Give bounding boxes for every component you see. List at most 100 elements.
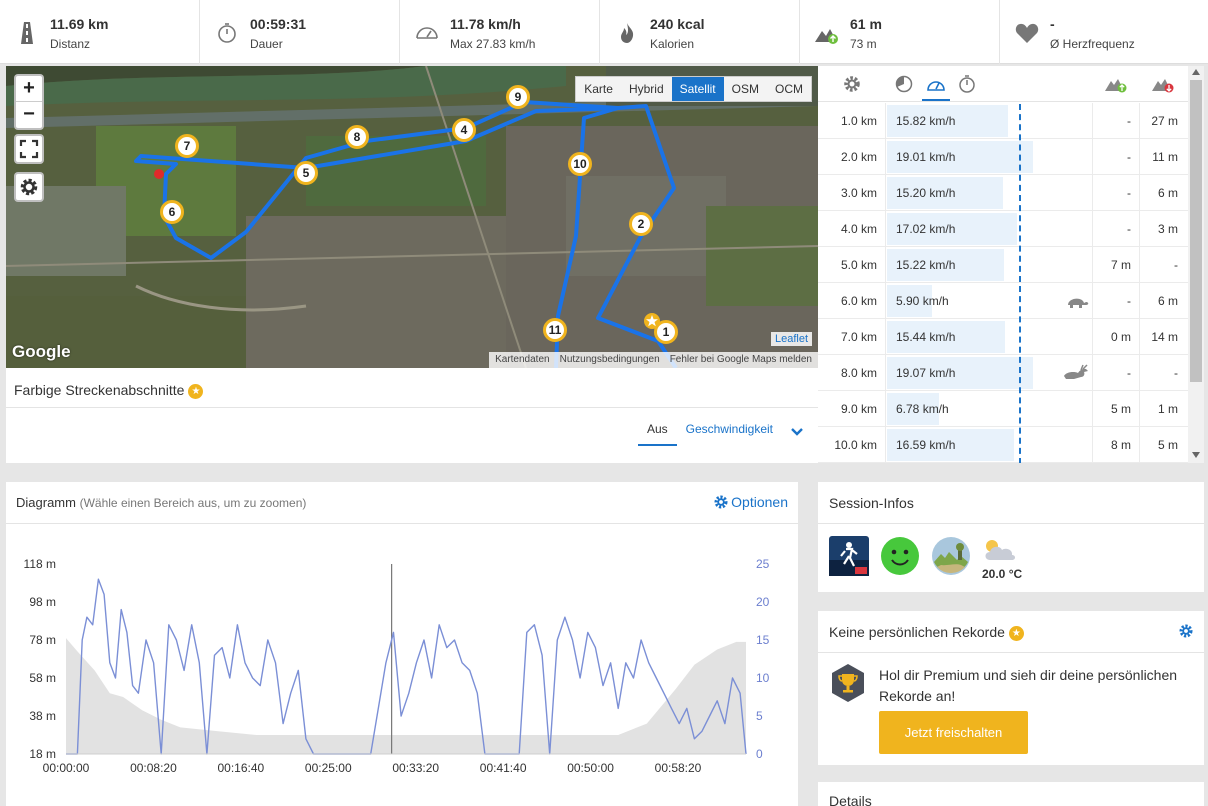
map-layer-switch: Karte Hybrid Satellit OSM OCM <box>575 76 812 102</box>
stat-value: 11.69 km <box>50 16 109 32</box>
tab-speed-column[interactable] <box>922 73 950 101</box>
zoom-out-button[interactable]: − <box>23 103 35 125</box>
split-row[interactable]: 6.0 km 5.90 km/h - 6 m <box>818 283 1188 319</box>
stopwatch-icon[interactable] <box>957 74 977 94</box>
fullscreen-button[interactable] <box>14 134 44 164</box>
records-message: Hol dir Premium und sieh dir deine persö… <box>879 667 1178 704</box>
zoom-in-button[interactable]: + <box>16 76 42 102</box>
satellite-imagery <box>6 66 818 368</box>
split-elevation-gain: 5 m <box>1093 391 1140 427</box>
scroll-thumb[interactable] <box>1190 80 1202 382</box>
split-elevation-loss: 5 m <box>1157 438 1178 452</box>
km-marker-10[interactable]: 10 <box>567 152 593 186</box>
chevron-down-icon[interactable] <box>790 425 804 439</box>
route-map[interactable]: + − Karte Hybrid Satellit OSM OCM 1 2 4 … <box>6 66 818 368</box>
tab-geschwindigkeit[interactable]: Geschwindigkeit <box>685 422 773 436</box>
split-elevation-gain: - <box>1093 175 1140 211</box>
km-marker-2[interactable]: 2 <box>628 212 654 246</box>
split-speed-cell: 16.59 km/h <box>886 427 1093 463</box>
split-speed: 6.78 km/h <box>896 402 949 416</box>
split-row[interactable]: 5.0 km 15.22 km/h 7 m - <box>818 247 1188 283</box>
pace-icon[interactable] <box>894 74 914 94</box>
layer-osm[interactable]: OSM <box>731 82 759 96</box>
split-elevation-gain: 0 m <box>1093 319 1140 355</box>
split-speed-cell: 6.78 km/h <box>886 391 1093 427</box>
y-right-tick-label: 15 <box>756 633 770 647</box>
split-elevation-loss: 14 m <box>1151 330 1178 344</box>
diagram-options-button[interactable]: Optionen <box>713 494 788 510</box>
stats-bar: 11.69 km Distanz 00:59:31 Dauer 11.78 km… <box>0 0 1208 64</box>
split-speed-cell: 15.22 km/h <box>886 247 1093 283</box>
split-distance: 10.0 km <box>818 427 886 463</box>
split-elevation-loss: - <box>1174 366 1178 380</box>
start-star-icon <box>644 313 660 329</box>
split-row[interactable]: 4.0 km 17.02 km/h - 3 m <box>818 211 1188 247</box>
layer-satellit[interactable]: Satellit <box>671 77 724 101</box>
split-speed-cell: 15.44 km/h <box>886 319 1093 355</box>
scroll-down-icon[interactable] <box>1192 452 1200 458</box>
scroll-up-icon[interactable] <box>1192 69 1200 75</box>
gear-icon[interactable] <box>1178 623 1194 639</box>
tab-aus[interactable]: Aus <box>637 418 677 446</box>
landscape-icon[interactable] <box>931 536 971 576</box>
split-speed: 15.44 km/h <box>896 330 956 344</box>
map-settings-button[interactable] <box>14 172 44 202</box>
stat-duration: 00:59:31 Dauer <box>200 0 400 64</box>
km-marker-11[interactable]: 11 <box>542 318 568 352</box>
km-marker-7[interactable]: 7 <box>174 134 200 168</box>
split-speed-bar <box>887 177 1003 209</box>
split-row[interactable]: 9.0 km 6.78 km/h 5 m 1 m <box>818 391 1188 427</box>
stat-heart-rate: - Ø Herzfrequenz <box>1000 0 1208 64</box>
x-tick-label: 00:25:00 <box>305 761 352 775</box>
split-elevation-gain: - <box>1093 355 1140 391</box>
split-row[interactable]: 8.0 km 19.07 km/h - - <box>818 355 1188 391</box>
split-speed-cell: 15.20 km/h <box>886 175 1093 211</box>
gear-icon[interactable] <box>842 74 862 94</box>
km-marker-8[interactable]: 8 <box>344 125 370 159</box>
leaflet-attribution[interactable]: Leaflet <box>770 332 812 346</box>
split-elevation-gain: 8 m <box>1093 427 1140 463</box>
session-icons: 20.0 °C <box>829 536 1032 582</box>
average-speed-line <box>1019 104 1021 463</box>
elevation-speed-chart[interactable]: 118 m 98 m 78 m 58 m 38 m 18 m 25 20 15 10 5 0 00:00… <box>6 524 798 806</box>
km-marker-9[interactable]: 9 <box>505 85 531 119</box>
unlock-premium-button[interactable]: Jetzt freischalten <box>879 711 1028 754</box>
elevation-up-down-icon <box>815 29 838 44</box>
split-speed-cell: 19.07 km/h <box>886 355 1093 391</box>
layer-karte[interactable]: Karte <box>584 82 613 96</box>
km-marker-5[interactable]: 5 <box>293 161 319 195</box>
split-speed-cell: 15.82 km/h <box>886 103 1093 139</box>
speed-line <box>66 578 747 755</box>
terms-of-use-link[interactable]: Nutzungsbedingungen <box>559 354 660 365</box>
splits-scrollbar[interactable] <box>1188 66 1204 463</box>
report-error-link[interactable]: Fehler bei Google Maps melden <box>669 354 812 365</box>
split-elevation-loss: - <box>1174 258 1178 272</box>
y-left-tick-label: 118 m <box>24 557 56 571</box>
details-panel: Details <box>818 782 1204 806</box>
split-elevation-gain: - <box>1093 211 1140 247</box>
layer-ocm[interactable]: OCM <box>775 82 803 96</box>
map-data-link[interactable]: Kartendaten <box>495 354 550 365</box>
split-row[interactable]: 2.0 km 19.01 km/h -11 m <box>818 139 1188 175</box>
km-marker-6[interactable]: 6 <box>159 200 185 234</box>
split-row[interactable]: 7.0 km 15.44 km/h 0 m 14 m <box>818 319 1188 355</box>
rabbit-icon <box>1064 364 1088 379</box>
split-elevation-loss: 3 m <box>1157 222 1178 236</box>
km-marker-4[interactable]: 4 <box>451 118 477 152</box>
split-row[interactable]: 10.0 km 16.59 km/h 8 m 5 m <box>818 427 1188 463</box>
happy-face-icon[interactable] <box>880 536 920 576</box>
split-row[interactable]: 1.0 km 15.82 km/h -27 m <box>818 103 1188 139</box>
temperature: 20.0 °C <box>982 567 1023 581</box>
stat-label: 73 m <box>850 37 877 51</box>
weather-info: 20.0 °C <box>982 536 1032 582</box>
layer-hybrid[interactable]: Hybrid <box>628 82 664 96</box>
elevation-area <box>66 638 746 754</box>
x-tick-label: 00:16:40 <box>217 761 264 775</box>
split-row[interactable]: 3.0 km 15.20 km/h - 6 m <box>818 175 1188 211</box>
split-speed: 15.20 km/h <box>896 186 956 200</box>
runtastic-pro-icon[interactable] <box>829 536 869 576</box>
stat-label: Dauer <box>250 37 283 51</box>
segments-title: Farbige Streckenabschnitte ★ <box>14 382 204 399</box>
google-logo: Google <box>12 342 71 361</box>
split-distance: 6.0 km <box>818 283 886 319</box>
